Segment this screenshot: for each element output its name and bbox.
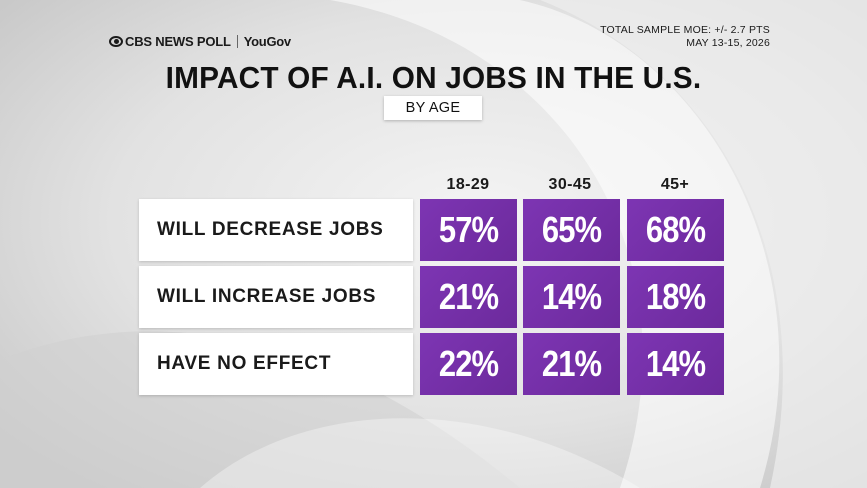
column-header-45-plus: 45+ <box>660 176 690 193</box>
margin-of-error: TOTAL SAMPLE MOE: +/- 2.7 PTS MAY 13-15,… <box>600 24 770 50</box>
cell-value: 68% <box>645 209 706 250</box>
row-label-decrease: WILL DECREASE JOBS <box>139 199 413 261</box>
cell-increase-45-plus: 18% <box>627 266 724 328</box>
cell-decrease-18-29: 57% <box>420 199 517 261</box>
brand-logo: CBS NEWS POLL YouGov <box>109 34 291 49</box>
poll-dates: MAY 13-15, 2026 <box>686 37 770 49</box>
cbs-eye-icon <box>109 36 123 47</box>
cell-value: 14% <box>541 276 602 317</box>
column-header-30-45: 30-45 <box>548 176 592 193</box>
brand-partner: YouGov <box>243 34 291 49</box>
cell-no-effect-45-plus: 14% <box>627 333 724 395</box>
cell-decrease-30-45: 65% <box>523 199 620 261</box>
row-label-no-effect: HAVE NO EFFECT <box>139 333 413 395</box>
chart-subtitle: BY AGE <box>384 96 482 120</box>
cell-no-effect-18-29: 22% <box>420 333 517 395</box>
cell-value: 65% <box>541 209 602 250</box>
cell-increase-18-29: 21% <box>420 266 517 328</box>
cell-value: 18% <box>645 276 706 317</box>
cell-no-effect-30-45: 21% <box>523 333 620 395</box>
brand-separator <box>236 35 238 48</box>
cell-value: 57% <box>438 209 499 250</box>
cell-value: 21% <box>541 343 602 384</box>
cell-increase-30-45: 14% <box>523 266 620 328</box>
cell-decrease-45-plus: 68% <box>627 199 724 261</box>
moe-line: TOTAL SAMPLE MOE: +/- 2.7 PTS <box>600 24 770 36</box>
cell-value: 22% <box>438 343 499 384</box>
cell-value: 14% <box>645 343 706 384</box>
chart-title: IMPACT OF A.I. ON JOBS IN THE U.S. <box>165 60 702 95</box>
column-header-18-29: 18-29 <box>446 176 490 193</box>
brand-network: CBS NEWS POLL <box>125 34 231 49</box>
cell-value: 21% <box>438 276 499 317</box>
row-label-increase: WILL INCREASE JOBS <box>139 266 413 328</box>
